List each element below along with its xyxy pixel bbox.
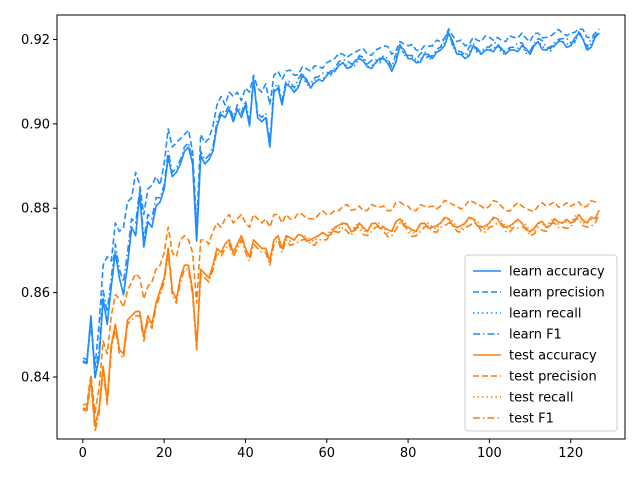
series-line-test-recall [82,209,600,427]
legend-label: learn precision [509,286,605,301]
x-tick-label: 100 [477,446,502,461]
series-line-learn-F1 [82,31,600,376]
legend-label: test accuracy [509,349,597,364]
x-tick-label: 40 [237,446,254,461]
legend-label: learn recall [509,307,581,322]
plot-frame [56,14,626,440]
legend-label: test precision [509,370,597,385]
y-tick-label: 0.90 [21,117,50,132]
legend: learn accuracy learn precision learn recal… [464,254,618,432]
legend-label: test recall [509,391,574,406]
y-tick-label: 0.86 [21,286,50,301]
y-tick-label: 0.88 [21,202,50,217]
series-line-learn-recall [82,32,600,379]
legend-label: learn accuracy [509,265,605,280]
legend-box [464,254,618,432]
x-axis: 0 20 40 60 80 100 120 [79,439,583,461]
x-tick-label: 0 [79,446,87,461]
x-tick-label: 20 [156,446,173,461]
x-tick-label: 60 [318,446,335,461]
legend-label: test F1 [509,412,554,427]
x-tick-label: 120 [558,446,583,461]
legend-label: learn F1 [509,328,562,343]
series-line-test-F1 [82,214,600,433]
x-tick-label: 80 [400,446,417,461]
y-axis: 0.84 0.86 0.88 0.90 0.92 [21,33,57,385]
series-line-learn-precision [82,28,600,368]
series-layer [82,28,600,433]
y-tick-label: 0.84 [21,370,50,385]
y-tick-label: 0.92 [21,33,50,48]
series-line-test-precision [82,199,600,414]
